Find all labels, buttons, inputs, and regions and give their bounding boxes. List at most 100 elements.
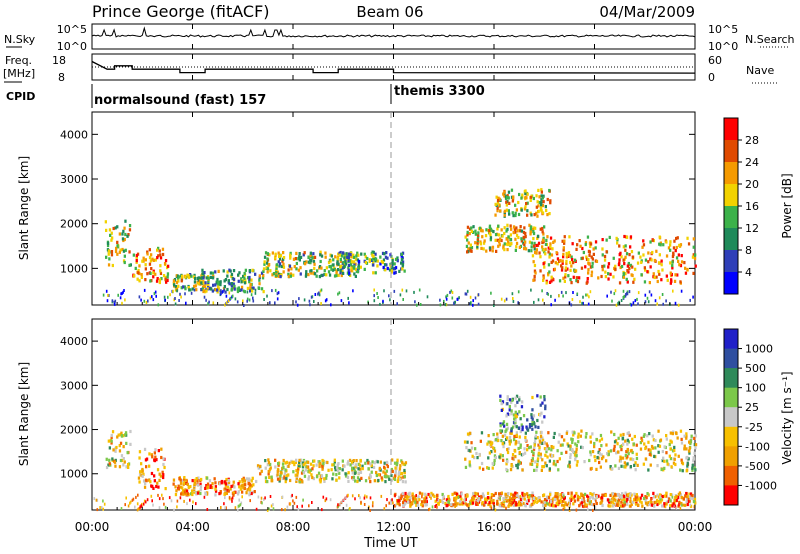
heatmap-cell — [153, 451, 156, 455]
heatmap-cell — [156, 256, 159, 260]
heatmap-cell — [277, 274, 280, 278]
heatmap-cell — [254, 291, 257, 295]
heatmap-cell — [604, 275, 607, 279]
heatmap-cell — [464, 493, 467, 497]
heatmap-cell — [540, 500, 543, 504]
heatmap-cell — [240, 285, 244, 289]
heatmap-cell — [467, 241, 470, 245]
heatmap-cell — [180, 279, 183, 283]
heatmap-cell — [313, 262, 316, 266]
heatmap-cell — [566, 503, 568, 507]
heatmap-cell — [302, 463, 305, 467]
heatmap-cell — [400, 471, 404, 476]
heatmap-cell — [470, 502, 473, 506]
heatmap-cell — [620, 448, 623, 452]
heatmap-cell — [238, 485, 241, 489]
heatmap-cell — [512, 197, 515, 201]
heatmap-cell — [574, 442, 577, 446]
heatmap-cell — [118, 465, 122, 469]
heatmap-cell — [494, 491, 497, 496]
colorbar-swatch — [724, 407, 738, 428]
heatmap-cell — [172, 279, 176, 283]
heatmap-cell — [554, 298, 556, 302]
heatmap-cell — [597, 276, 600, 280]
heatmap-cell — [331, 268, 335, 272]
heatmap-cell — [333, 274, 337, 278]
heatmap-cell — [670, 493, 674, 497]
heatmap-cell — [485, 228, 488, 232]
heatmap-cell — [592, 508, 594, 512]
heatmap-cell — [473, 491, 477, 495]
heatmap-cell — [561, 259, 564, 263]
heatmap-cell — [688, 492, 691, 496]
heatmap-cell — [545, 447, 548, 451]
heatmap-cell — [496, 209, 499, 213]
heatmap-cell — [554, 492, 557, 496]
heatmap-cell — [553, 239, 556, 243]
heatmap-cell — [266, 261, 269, 265]
heatmap-cell — [222, 269, 225, 273]
heatmap-cell — [613, 447, 616, 451]
heatmap-cell — [631, 255, 635, 259]
heatmap-cell — [124, 298, 126, 302]
heatmap-cell — [261, 276, 265, 280]
colorbar-swatch — [724, 118, 738, 141]
heatmap-cell — [587, 508, 589, 512]
heatmap-cell — [624, 248, 627, 252]
heatmap-cell — [524, 431, 527, 435]
heatmap-cell — [496, 432, 499, 436]
heatmap-cell — [230, 287, 234, 291]
heatmap-cell — [541, 436, 544, 440]
heatmap-cell — [370, 470, 373, 474]
heatmap-cell — [500, 408, 503, 412]
heatmap-cell — [148, 452, 151, 456]
heatmap-cell — [539, 403, 542, 407]
heatmap-cell — [669, 439, 672, 443]
heatmap-cell — [264, 459, 267, 463]
heatmap-cell — [108, 462, 111, 466]
heatmap-cell — [183, 476, 186, 480]
heatmap-cell — [319, 259, 322, 264]
time-axis: 00:00 04:00 08:00 12:00 16:00 20:00 00:00 — [75, 24, 712, 534]
heatmap-cell — [393, 461, 397, 465]
heatmap-cell — [323, 269, 326, 273]
heatmap-cell — [439, 303, 442, 307]
heatmap-cell — [636, 498, 639, 502]
heatmap-cell — [512, 503, 516, 508]
heatmap-cell — [230, 272, 234, 277]
heatmap-cell — [282, 256, 286, 260]
heatmap-cell — [680, 458, 683, 462]
heatmap-cell — [624, 294, 627, 298]
heatmap-cell — [193, 284, 196, 288]
heatmap-cell — [318, 478, 322, 482]
heatmap-cell — [672, 461, 676, 465]
heatmap-cell — [505, 237, 508, 241]
heatmap-cell — [476, 241, 479, 245]
heatmap-cell — [496, 499, 498, 503]
heatmap-cell — [390, 478, 393, 482]
heatmap-cell — [622, 275, 626, 279]
heatmap-cell — [287, 272, 290, 276]
heatmap-cell — [663, 504, 666, 508]
heatmap-cell — [571, 440, 574, 444]
heatmap-cell — [214, 481, 217, 485]
heatmap-cell — [451, 492, 454, 496]
heatmap-cell — [528, 494, 531, 498]
heatmap-cell — [540, 194, 543, 198]
heatmap-cell — [503, 299, 506, 303]
velocity-ylabel: Slant Range [km] — [17, 362, 31, 466]
heatmap-cell — [218, 482, 222, 486]
heatmap-cell — [335, 274, 338, 278]
heatmap-cell — [514, 203, 517, 207]
heatmap-cell — [214, 493, 217, 497]
heatmap-cell — [507, 499, 510, 503]
heatmap-cell — [287, 464, 290, 468]
heatmap-cell — [562, 255, 565, 259]
heatmap-cell — [523, 243, 526, 247]
heatmap-cell — [202, 285, 205, 289]
heatmap-cell — [589, 244, 592, 248]
heatmap-cell — [477, 497, 481, 501]
heatmap-cell — [484, 497, 487, 501]
heatmap-cell — [583, 504, 587, 508]
heatmap-cell — [388, 477, 391, 481]
